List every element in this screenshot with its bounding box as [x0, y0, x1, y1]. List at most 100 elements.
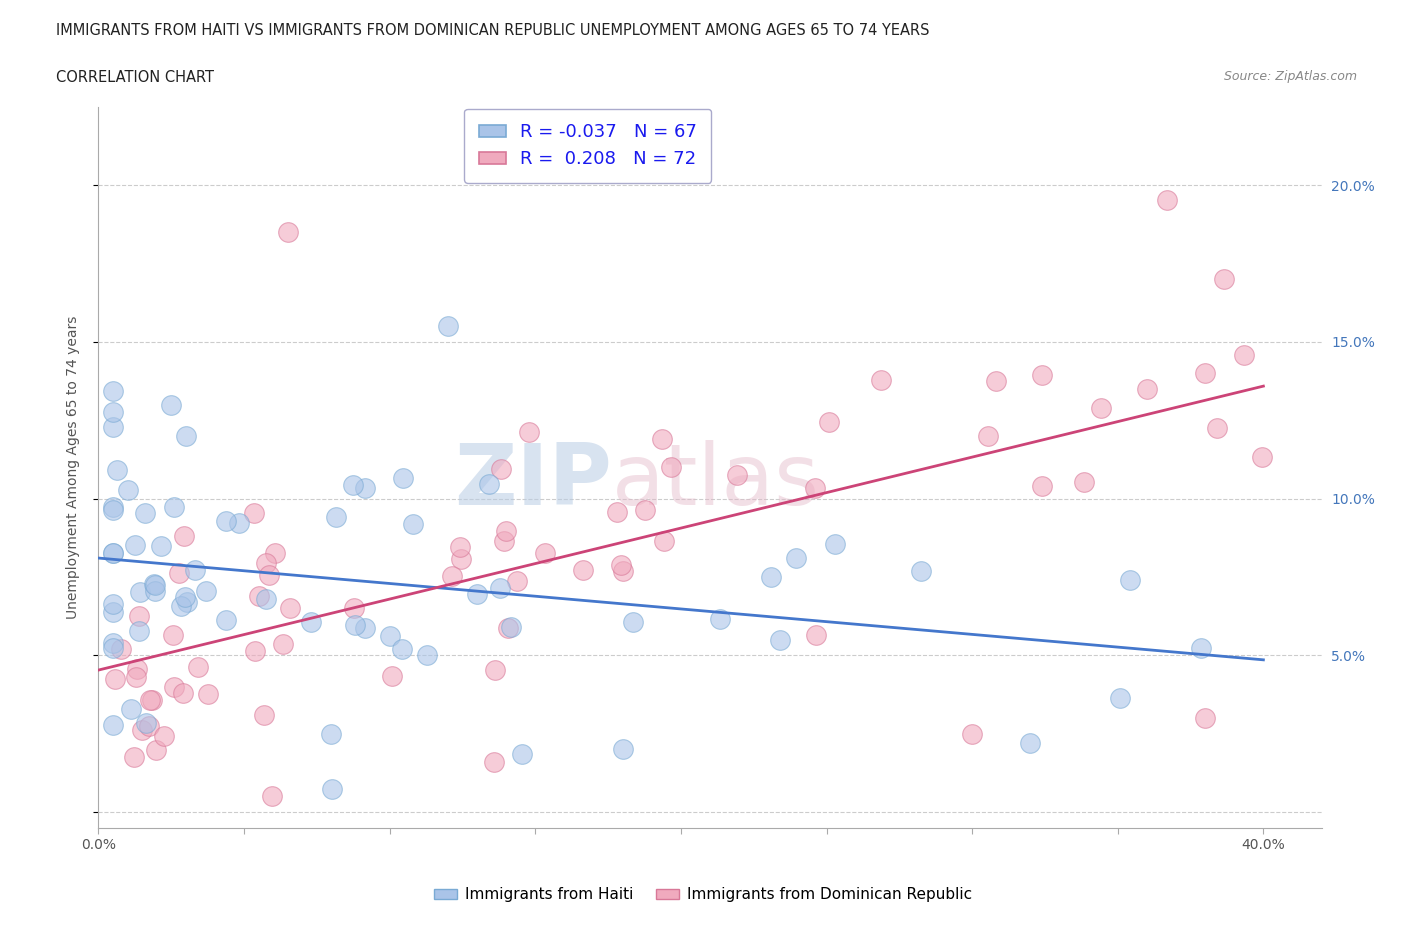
Point — [491, 461, 513, 476]
Point — [1250, 450, 1272, 465]
Point — [1194, 711, 1216, 725]
Point — [160, 397, 183, 412]
Point — [135, 716, 157, 731]
Point — [169, 599, 191, 614]
Point — [120, 701, 142, 716]
Point — [245, 644, 267, 658]
Point — [101, 384, 124, 399]
Point — [870, 373, 893, 388]
Point — [709, 611, 731, 626]
Point — [256, 555, 278, 570]
Point — [1136, 381, 1159, 396]
Point — [128, 623, 150, 638]
Text: ZIP: ZIP — [454, 440, 612, 524]
Point — [986, 374, 1008, 389]
Y-axis label: Unemployment Among Ages 65 to 74 years: Unemployment Among Ages 65 to 74 years — [66, 315, 80, 619]
Point — [174, 429, 197, 444]
Point — [612, 742, 634, 757]
Point — [124, 538, 146, 552]
Point — [354, 480, 377, 495]
Point — [785, 551, 807, 565]
Point — [437, 319, 460, 334]
Point — [354, 620, 377, 635]
Point — [343, 601, 366, 616]
Point — [1119, 573, 1142, 588]
Point — [1019, 736, 1042, 751]
Point — [101, 546, 124, 561]
Point — [105, 462, 128, 477]
Point — [325, 510, 347, 525]
Point — [110, 642, 132, 657]
Point — [101, 499, 124, 514]
Legend: Immigrants from Haiti, Immigrants from Dominican Republic: Immigrants from Haiti, Immigrants from D… — [427, 882, 979, 909]
Point — [401, 516, 423, 531]
Point — [391, 471, 413, 485]
Point — [271, 637, 294, 652]
Point — [769, 632, 792, 647]
Point — [122, 750, 145, 764]
Point — [506, 574, 529, 589]
Point — [482, 754, 505, 769]
Text: atlas: atlas — [612, 440, 820, 524]
Point — [103, 671, 125, 686]
Point — [910, 564, 932, 578]
Point — [195, 584, 218, 599]
Point — [725, 468, 748, 483]
Point — [1031, 367, 1053, 382]
Point — [134, 505, 156, 520]
Point — [253, 708, 276, 723]
Point — [1031, 479, 1053, 494]
Point — [495, 524, 517, 538]
Point — [1213, 272, 1236, 286]
Point — [321, 782, 343, 797]
Point — [173, 529, 195, 544]
Point — [143, 577, 166, 591]
Point — [139, 692, 162, 707]
Point — [381, 669, 404, 684]
Point — [488, 580, 510, 595]
Point — [621, 615, 644, 630]
Point — [143, 584, 166, 599]
Point — [150, 538, 173, 553]
Point — [162, 628, 184, 643]
Point — [128, 585, 150, 600]
Legend: R = -0.037   N = 67, R =  0.208   N = 72: R = -0.037 N = 67, R = 0.208 N = 72 — [464, 109, 711, 182]
Point — [117, 483, 139, 498]
Point — [512, 747, 534, 762]
Point — [143, 578, 166, 592]
Point — [101, 546, 124, 561]
Point — [141, 693, 163, 708]
Point — [1194, 365, 1216, 380]
Point — [187, 660, 209, 675]
Point — [264, 546, 287, 561]
Point — [1205, 421, 1227, 436]
Point — [661, 459, 683, 474]
Point — [612, 565, 634, 579]
Point — [176, 595, 198, 610]
Point — [145, 742, 167, 757]
Point — [131, 723, 153, 737]
Point — [163, 499, 186, 514]
Point — [128, 608, 150, 623]
Text: CORRELATION CHART: CORRELATION CHART — [56, 70, 214, 85]
Point — [257, 567, 280, 582]
Point — [215, 612, 238, 627]
Point — [824, 537, 846, 551]
Point — [278, 601, 301, 616]
Point — [478, 477, 501, 492]
Point — [1109, 690, 1132, 705]
Point — [652, 534, 675, 549]
Point — [1090, 400, 1112, 415]
Point — [103, 604, 125, 619]
Point — [243, 505, 266, 520]
Point — [101, 502, 124, 517]
Point — [101, 641, 124, 656]
Point — [101, 597, 124, 612]
Point — [247, 589, 270, 604]
Point — [606, 504, 628, 519]
Point — [299, 614, 322, 629]
Point — [651, 432, 673, 446]
Point — [183, 563, 205, 578]
Point — [1233, 347, 1256, 362]
Point — [1189, 641, 1212, 656]
